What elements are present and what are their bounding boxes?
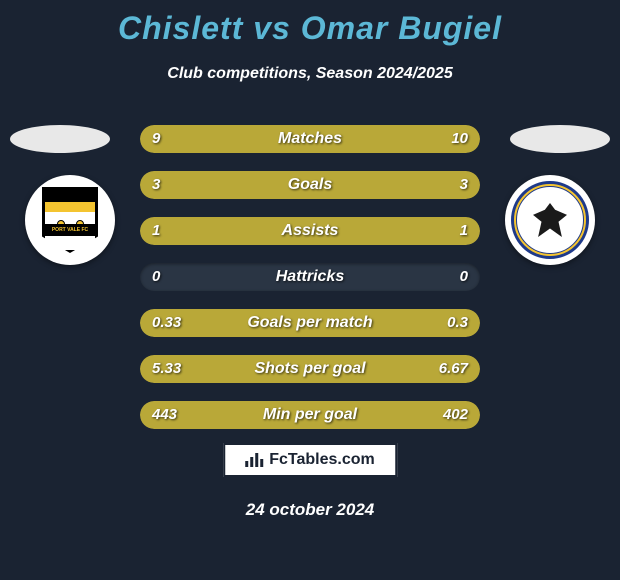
stat-label: Goals — [140, 171, 480, 199]
subtitle: Club competitions, Season 2024/2025 — [0, 65, 620, 83]
stat-value-right: 0 — [460, 263, 468, 291]
stat-row: 3Goals3 — [140, 171, 480, 199]
club-badge-left: PORT VALE FC — [25, 175, 115, 265]
stat-row: 0.33Goals per match0.3 — [140, 309, 480, 337]
flag-left — [10, 125, 110, 153]
date: 24 october 2024 — [0, 500, 620, 520]
stat-row: 443Min per goal402 — [140, 401, 480, 429]
bar-chart-icon — [245, 453, 263, 467]
stat-value-right: 3 — [460, 171, 468, 199]
stat-bars-container: 9Matches103Goals31Assists10Hattricks00.3… — [140, 125, 480, 447]
watermark-text: FcTables.com — [269, 451, 375, 469]
stat-value-right: 1 — [460, 217, 468, 245]
stat-value-right: 402 — [443, 401, 468, 429]
stat-label: Matches — [140, 125, 480, 153]
stat-row: 5.33Shots per goal6.67 — [140, 355, 480, 383]
stat-row: 1Assists1 — [140, 217, 480, 245]
stat-label: Shots per goal — [140, 355, 480, 383]
club-badge-right — [505, 175, 595, 265]
stat-row: 0Hattricks0 — [140, 263, 480, 291]
stat-value-right: 10 — [451, 125, 468, 153]
stat-label: Assists — [140, 217, 480, 245]
stat-label: Min per goal — [140, 401, 480, 429]
port-vale-crest-icon: PORT VALE FC — [42, 187, 98, 253]
stat-value-right: 0.3 — [447, 309, 468, 337]
watermark: FcTables.com — [223, 443, 397, 477]
flag-right — [510, 125, 610, 153]
stat-label: Goals per match — [140, 309, 480, 337]
stat-row: 9Matches10 — [140, 125, 480, 153]
afc-wimbledon-crest-icon — [511, 181, 589, 259]
stat-value-right: 6.67 — [439, 355, 468, 383]
page-title: Chislett vs Omar Bugiel — [0, 0, 620, 47]
stat-label: Hattricks — [140, 263, 480, 291]
